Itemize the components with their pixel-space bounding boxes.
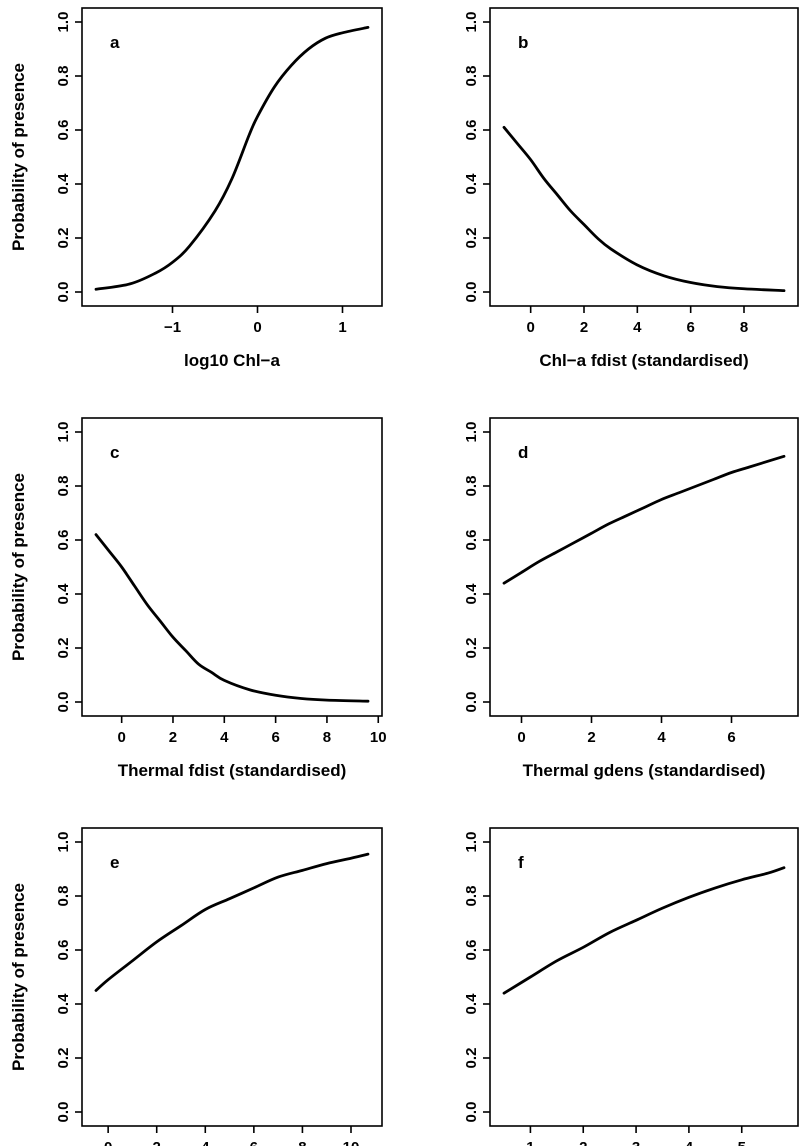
y-tick-label: 0.0 <box>463 692 480 713</box>
x-tick-label: 2 <box>587 729 595 746</box>
x-tick-label: 8 <box>298 1139 306 1146</box>
y-tick-label: 1.0 <box>55 422 72 443</box>
x-tick-label: 5 <box>738 1139 746 1146</box>
x-tick-label: 0 <box>526 319 534 336</box>
x-tick-label: 4 <box>633 319 642 336</box>
response-curve <box>94 852 370 992</box>
y-tick-label: 0.4 <box>463 993 480 1015</box>
y-tick-label: 0.0 <box>463 282 480 303</box>
y-axis-title: Probability of presence <box>9 883 28 1071</box>
y-tick-label: 0.2 <box>463 228 480 249</box>
plot-frame <box>81 417 383 717</box>
x-tick-label: 10 <box>370 729 387 746</box>
panel-label: f <box>518 853 524 872</box>
x-axis-title: Thermal fdist (standardised) <box>118 761 347 780</box>
y-tick-label: 0.2 <box>463 1048 480 1069</box>
y-tick-label: 0.4 <box>55 993 72 1015</box>
x-tick-label: 8 <box>323 729 331 746</box>
x-tick-label: 3 <box>632 1139 640 1146</box>
panel-a: 0.0 0.2 0.4 0.6 0.8 1.0 −1 0 1 log10 Chl−a Probabi… <box>9 7 383 370</box>
x-axis-title: Chl−a fdist (standardised) <box>539 351 748 370</box>
x-axis-title: Thermal gdens (standardised) <box>523 761 766 780</box>
x-tick-label: 8 <box>740 319 748 336</box>
plot-frame <box>81 7 383 307</box>
x-tick-label: 0 <box>253 319 261 336</box>
x-tick-label: 2 <box>580 319 588 336</box>
y-tick-label: 0.8 <box>463 66 480 87</box>
y-tick-label: 0.6 <box>463 940 480 961</box>
panel-label: c <box>110 443 119 462</box>
x-tick-label: 4 <box>201 1139 210 1146</box>
response-curve <box>502 125 786 293</box>
plot-frame <box>81 827 383 1127</box>
y-tick-label: 1.0 <box>55 12 72 33</box>
y-tick-label: 1.0 <box>55 832 72 853</box>
y-tick-label: 0.4 <box>463 583 480 605</box>
y-tick-label: 0.2 <box>463 638 480 659</box>
panel-d: 0.0 0.2 0.4 0.6 0.8 1.0 0 2 4 6 Thermal gdens (sta… <box>463 417 799 780</box>
y-tick-label: 0.8 <box>55 66 72 87</box>
panel-f: 0.0 0.2 0.4 0.6 0.8 1.0 1 2 3 4 5 f <box>463 827 799 1146</box>
y-tick-label: 0.0 <box>463 1102 480 1123</box>
y-tick-label: 0.6 <box>55 120 72 141</box>
y-tick-label: 0.8 <box>55 886 72 907</box>
x-tick-label: 4 <box>220 729 229 746</box>
response-curve <box>502 454 786 585</box>
y-tick-label: 0.0 <box>55 282 72 303</box>
x-tick-label: 2 <box>153 1139 161 1146</box>
y-tick-label: 0.2 <box>55 638 72 659</box>
plot-frame <box>489 417 799 717</box>
x-tick-label: 4 <box>685 1139 694 1146</box>
response-curve <box>94 533 370 703</box>
y-tick-label: 0.2 <box>55 1048 72 1069</box>
x-tick-label: 6 <box>686 319 694 336</box>
y-tick-label: 0.8 <box>463 886 480 907</box>
y-tick-label: 0.6 <box>55 530 72 551</box>
y-tick-label: 0.6 <box>463 530 480 551</box>
y-tick-label: 0.0 <box>55 692 72 713</box>
x-tick-label: 0 <box>117 729 125 746</box>
x-tick-label: 0 <box>104 1139 112 1146</box>
y-tick-label: 0.8 <box>463 476 480 497</box>
y-tick-label: 1.0 <box>463 422 480 443</box>
y-tick-label: 1.0 <box>463 832 480 853</box>
y-tick-label: 0.2 <box>55 228 72 249</box>
x-tick-label: −1 <box>164 319 181 336</box>
panel-label: e <box>110 853 119 872</box>
x-tick-label: 6 <box>271 729 279 746</box>
panel-e: 0.0 0.2 0.4 0.6 0.8 1.0 0 2 4 6 8 10 Probability of … <box>9 827 383 1146</box>
response-curve <box>94 26 370 291</box>
x-axis-title: log10 Chl−a <box>184 351 280 370</box>
y-tick-label: 0.4 <box>55 173 72 195</box>
x-tick-label: 6 <box>727 729 735 746</box>
panel-label: d <box>518 443 528 462</box>
y-axis-title: Probability of presence <box>9 63 28 251</box>
x-tick-label: 1 <box>338 319 346 336</box>
x-tick-label: 1 <box>526 1139 534 1146</box>
y-tick-label: 0.4 <box>55 583 72 605</box>
y-tick-label: 0.6 <box>55 940 72 961</box>
panel-label: a <box>110 33 120 52</box>
panel-b: 0.0 0.2 0.4 0.6 0.8 1.0 0 2 4 6 8 Chl−a fdist (stan… <box>463 7 799 370</box>
y-tick-label: 1.0 <box>463 12 480 33</box>
y-tick-label: 0.4 <box>463 173 480 195</box>
x-tick-label: 6 <box>250 1139 258 1146</box>
y-tick-label: 0.8 <box>55 476 72 497</box>
x-tick-label: 0 <box>517 729 525 746</box>
y-axis-title: Probability of presence <box>9 473 28 661</box>
x-tick-label: 2 <box>579 1139 587 1146</box>
panel-c: 0.0 0.2 0.4 0.6 0.8 1.0 0 2 4 6 8 10 Thermal fdist (… <box>9 417 387 780</box>
x-tick-label: 4 <box>657 729 666 746</box>
panel-label: b <box>518 33 528 52</box>
response-curve <box>502 866 786 995</box>
y-tick-label: 0.0 <box>55 1102 72 1123</box>
y-tick-label: 0.6 <box>463 120 480 141</box>
plot-frame <box>489 827 799 1127</box>
plot-frame <box>489 7 799 307</box>
x-tick-label: 2 <box>169 729 177 746</box>
x-tick-label: 10 <box>343 1139 360 1146</box>
